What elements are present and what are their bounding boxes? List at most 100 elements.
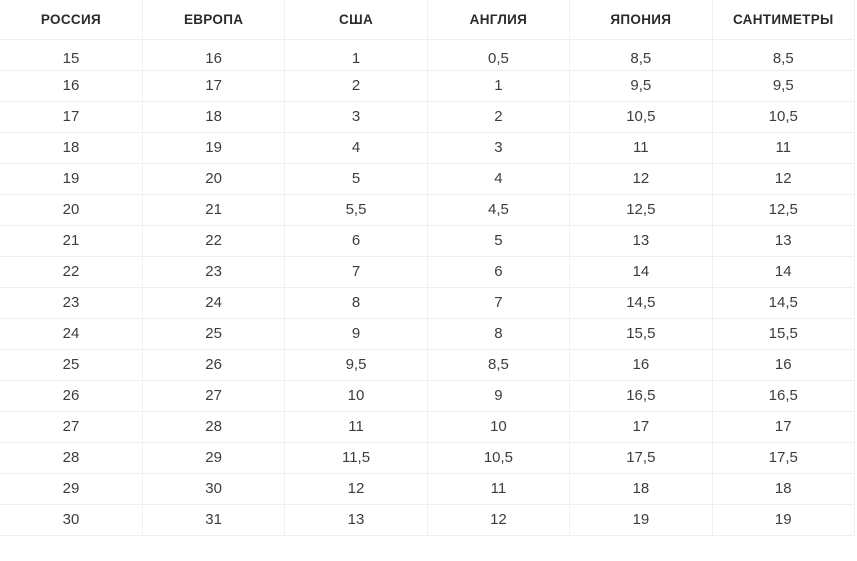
- column-header-centimeters: САНТИМЕТРЫ: [712, 0, 856, 40]
- table-cell-centimeters: 14: [712, 256, 856, 288]
- table-cell-japan: 15,5: [569, 318, 713, 350]
- table-cell-russia: 16: [0, 70, 143, 102]
- table-row: 23 24 8 7 14,5 14,5: [0, 287, 856, 319]
- table-row: 30 31 13 12 19 19: [0, 504, 856, 536]
- table-cell-england: 1: [427, 70, 571, 102]
- table-cell-europe: 27: [142, 380, 286, 412]
- table-cell-centimeters: 12,5: [712, 194, 856, 226]
- table-cell-england: 6: [427, 256, 571, 288]
- column-header-usa: США: [284, 0, 428, 40]
- table-cell-england: 10,5: [427, 442, 571, 474]
- table-cell-usa: 6: [284, 225, 428, 257]
- table-cell-europe: 22: [142, 225, 286, 257]
- table-cell-usa: 2: [284, 70, 428, 102]
- table-row: 16 17 2 1 9,5 9,5: [0, 70, 856, 102]
- table-cell-russia: 25: [0, 349, 143, 381]
- table-row: 25 26 9,5 8,5 16 16: [0, 349, 856, 381]
- table-header-row: РОССИЯ ЕВРОПА США АНГЛИЯ ЯПОНИЯ САНТИМЕТ…: [0, 0, 856, 40]
- table-cell-europe: 30: [142, 473, 286, 505]
- table-cell-centimeters: 9,5: [712, 70, 856, 102]
- table-cell-russia: 24: [0, 318, 143, 350]
- table-cell-japan: 18: [569, 473, 713, 505]
- table-cell-russia: 30: [0, 504, 143, 536]
- table-cell-centimeters: 16: [712, 349, 856, 381]
- size-conversion-table: РОССИЯ ЕВРОПА США АНГЛИЯ ЯПОНИЯ САНТИМЕТ…: [0, 0, 856, 536]
- table-cell-centimeters: 12: [712, 163, 856, 195]
- table-cell-russia: 20: [0, 194, 143, 226]
- table-cell-europe: 23: [142, 256, 286, 288]
- column-header-europe: ЕВРОПА: [142, 0, 286, 40]
- table-cell-europe: 18: [142, 101, 286, 133]
- table-cell-russia: 27: [0, 411, 143, 443]
- table-cell-centimeters: 10,5: [712, 101, 856, 133]
- table-cell-centimeters: 14,5: [712, 287, 856, 319]
- table-cell-england: 12: [427, 504, 571, 536]
- table-row: 28 29 11,5 10,5 17,5 17,5: [0, 442, 856, 474]
- table-cell-usa: 10: [284, 380, 428, 412]
- table-cell-centimeters: 17,5: [712, 442, 856, 474]
- table-cell-england: 5: [427, 225, 571, 257]
- table-row: 17 18 3 2 10,5 10,5: [0, 101, 856, 133]
- table-cell-europe: 31: [142, 504, 286, 536]
- table-cell-japan: 8,5: [569, 39, 713, 71]
- table-cell-japan: 12: [569, 163, 713, 195]
- table-cell-england: 8,5: [427, 349, 571, 381]
- table-cell-europe: 20: [142, 163, 286, 195]
- table-cell-russia: 26: [0, 380, 143, 412]
- table-cell-japan: 9,5: [569, 70, 713, 102]
- table-cell-england: 8: [427, 318, 571, 350]
- table-row: 15 16 1 0,5 8,5 8,5: [0, 39, 856, 71]
- table-cell-russia: 18: [0, 132, 143, 164]
- table-cell-japan: 16: [569, 349, 713, 381]
- table-cell-usa: 7: [284, 256, 428, 288]
- table-cell-england: 9: [427, 380, 571, 412]
- table-cell-usa: 13: [284, 504, 428, 536]
- column-header-japan: ЯПОНИЯ: [569, 0, 713, 40]
- table-row: 21 22 6 5 13 13: [0, 225, 856, 257]
- table-cell-russia: 23: [0, 287, 143, 319]
- table-cell-centimeters: 19: [712, 504, 856, 536]
- table-cell-usa: 5,5: [284, 194, 428, 226]
- table-cell-europe: 26: [142, 349, 286, 381]
- table-cell-centimeters: 13: [712, 225, 856, 257]
- table-cell-europe: 17: [142, 70, 286, 102]
- table-cell-russia: 28: [0, 442, 143, 474]
- table-row: 29 30 12 11 18 18: [0, 473, 856, 505]
- table-cell-usa: 11,5: [284, 442, 428, 474]
- table-cell-japan: 10,5: [569, 101, 713, 133]
- table-row: 18 19 4 3 11 11: [0, 132, 856, 164]
- table-header: РОССИЯ ЕВРОПА США АНГЛИЯ ЯПОНИЯ САНТИМЕТ…: [0, 0, 856, 40]
- table-cell-england: 10: [427, 411, 571, 443]
- table-row: 27 28 11 10 17 17: [0, 411, 856, 443]
- table-row: 22 23 7 6 14 14: [0, 256, 856, 288]
- table-cell-europe: 28: [142, 411, 286, 443]
- table-cell-japan: 17,5: [569, 442, 713, 474]
- table-cell-usa: 3: [284, 101, 428, 133]
- table-cell-europe: 29: [142, 442, 286, 474]
- table-cell-usa: 5: [284, 163, 428, 195]
- table-cell-europe: 16: [142, 39, 286, 71]
- table-cell-japan: 13: [569, 225, 713, 257]
- column-header-england: АНГЛИЯ: [427, 0, 571, 40]
- table-cell-europe: 21: [142, 194, 286, 226]
- table-cell-usa: 8: [284, 287, 428, 319]
- table-cell-usa: 9,5: [284, 349, 428, 381]
- table-cell-russia: 17: [0, 101, 143, 133]
- table-cell-usa: 4: [284, 132, 428, 164]
- table-cell-europe: 24: [142, 287, 286, 319]
- table-cell-centimeters: 16,5: [712, 380, 856, 412]
- table-cell-england: 4,5: [427, 194, 571, 226]
- table-cell-japan: 17: [569, 411, 713, 443]
- table-cell-europe: 25: [142, 318, 286, 350]
- table-cell-japan: 12,5: [569, 194, 713, 226]
- table-cell-japan: 19: [569, 504, 713, 536]
- table-row: 19 20 5 4 12 12: [0, 163, 856, 195]
- table-cell-usa: 1: [284, 39, 428, 71]
- table-row: 20 21 5,5 4,5 12,5 12,5: [0, 194, 856, 226]
- table-cell-russia: 22: [0, 256, 143, 288]
- table-cell-russia: 19: [0, 163, 143, 195]
- table-body: 15 16 1 0,5 8,5 8,5 16 17 2 1 9,5 9,5 17 18 3 2 10,5 10,5…: [0, 39, 856, 536]
- table-cell-centimeters: 18: [712, 473, 856, 505]
- table-cell-usa: 12: [284, 473, 428, 505]
- table-row: 24 25 9 8 15,5 15,5: [0, 318, 856, 350]
